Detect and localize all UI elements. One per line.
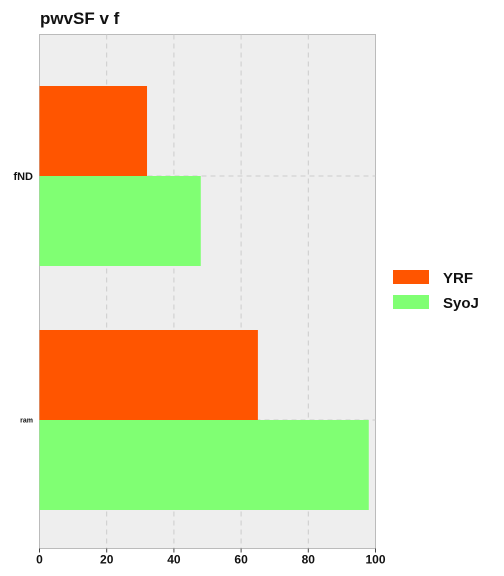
legend-swatch-YRF — [393, 270, 429, 284]
legend-label-YRF: YRF — [443, 270, 473, 287]
x-tick-label: 100 — [365, 553, 385, 567]
bar-YRF-fND — [39, 86, 148, 176]
x-tick-label: 60 — [234, 553, 248, 567]
category-label-ram: ram — [20, 417, 33, 424]
chart-title: pwvSF v f — [40, 9, 120, 28]
x-tick-label: 20 — [100, 553, 114, 567]
bars — [39, 86, 369, 510]
legend-label-SyoJ: SyoJ — [443, 295, 479, 312]
x-tick-label: 0 — [36, 553, 43, 567]
axes: 0 20 40 60 80 100 fND ram — [13, 171, 385, 567]
category-label-fND: fND — [13, 171, 33, 183]
legend: YRF SyoJ — [393, 270, 479, 312]
bar-YRF-ram — [39, 330, 258, 420]
x-tick-label: 40 — [167, 553, 181, 567]
bar-SyoJ-fND — [39, 176, 201, 266]
legend-swatch-SyoJ — [393, 295, 429, 309]
bar-SyoJ-ram — [39, 420, 369, 510]
x-tick-label: 80 — [302, 553, 316, 567]
